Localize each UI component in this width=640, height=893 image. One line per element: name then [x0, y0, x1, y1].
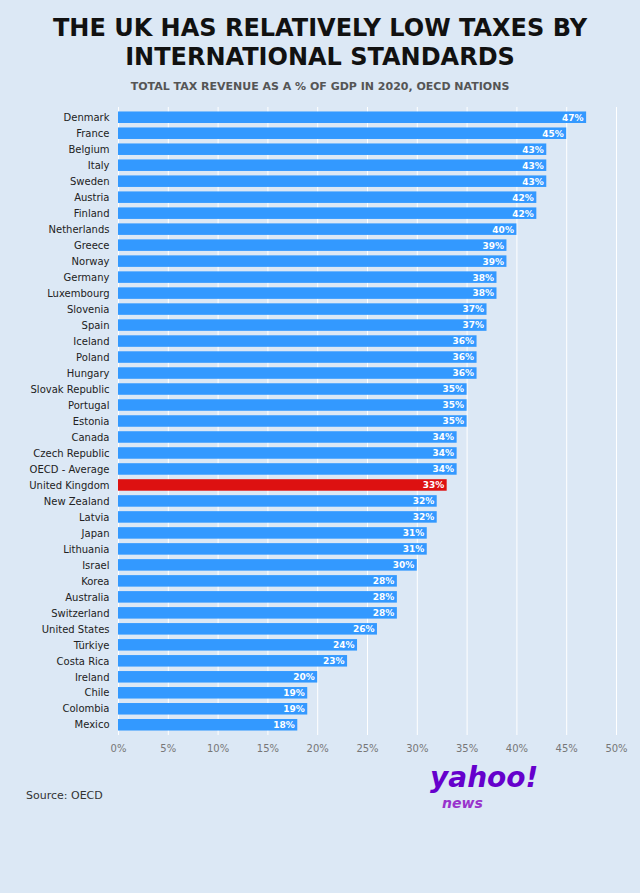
svg-text:32%: 32%: [413, 512, 435, 522]
svg-text:Israel: Israel: [82, 559, 109, 570]
svg-text:36%: 36%: [453, 352, 475, 362]
svg-text:Colombia: Colombia: [63, 703, 110, 714]
svg-text:Slovak Republic: Slovak Republic: [31, 383, 110, 394]
svg-text:0%: 0%: [111, 742, 127, 753]
svg-text:Chile: Chile: [84, 687, 109, 698]
svg-text:36%: 36%: [453, 368, 475, 378]
svg-text:35%: 35%: [443, 384, 465, 394]
svg-text:45%: 45%: [542, 128, 564, 138]
svg-text:Portugal: Portugal: [68, 399, 109, 410]
svg-text:35%: 35%: [443, 416, 465, 426]
svg-text:Finland: Finland: [74, 207, 110, 218]
svg-text:38%: 38%: [472, 288, 494, 298]
svg-text:31%: 31%: [403, 544, 425, 554]
svg-text:28%: 28%: [373, 608, 395, 618]
svg-text:34%: 34%: [433, 432, 455, 442]
svg-text:39%: 39%: [482, 256, 504, 266]
svg-text:36%: 36%: [453, 336, 475, 346]
svg-text:Poland: Poland: [76, 351, 109, 362]
svg-text:United Kingdom: United Kingdom: [29, 479, 109, 490]
svg-text:Greece: Greece: [74, 239, 110, 250]
svg-text:Hungary: Hungary: [67, 367, 110, 378]
html-text:Source: OECD: Source: OECD: [26, 788, 103, 802]
svg-text:24%: 24%: [333, 640, 355, 650]
svg-text:15%: 15%: [257, 742, 279, 753]
svg-text:33%: 33%: [423, 480, 445, 490]
svg-text:United States: United States: [42, 623, 110, 634]
svg-text:Netherlands: Netherlands: [49, 223, 110, 234]
svg-text:Japan: Japan: [81, 527, 110, 538]
svg-text:Latvia: Latvia: [79, 511, 109, 522]
svg-text:20%: 20%: [293, 672, 315, 682]
svg-text:5%: 5%: [160, 742, 176, 753]
svg-text:30%: 30%: [393, 560, 415, 570]
svg-text:Ireland: Ireland: [75, 671, 110, 682]
svg-text:19%: 19%: [283, 704, 305, 714]
svg-text:19%: 19%: [283, 688, 305, 698]
html-text:news: news: [442, 794, 483, 811]
svg-text:37%: 37%: [462, 304, 484, 314]
svg-text:34%: 34%: [433, 448, 455, 458]
svg-text:Lithuania: Lithuania: [63, 543, 109, 554]
svg-text:30%: 30%: [406, 742, 428, 753]
svg-text:Türkiye: Türkiye: [73, 639, 110, 650]
svg-text:Mexico: Mexico: [75, 719, 110, 730]
svg-text:Belgium: Belgium: [69, 144, 110, 155]
html-text:TOTAL TAX REVENUE AS A % OF GD: TOTAL TAX REVENUE AS A % OF GDP IN 2020,…: [130, 79, 510, 93]
svg-text:25%: 25%: [356, 742, 378, 753]
svg-text:50%: 50%: [605, 742, 627, 753]
svg-text:34%: 34%: [433, 464, 455, 474]
html-text:yahoo!: yahoo!: [430, 760, 539, 794]
svg-text:Czech Republic: Czech Republic: [33, 447, 109, 458]
svg-text:38%: 38%: [472, 272, 494, 282]
svg-text:Germany: Germany: [64, 271, 110, 282]
svg-text:Canada: Canada: [71, 431, 109, 442]
svg-text:32%: 32%: [413, 496, 435, 506]
svg-text:43%: 43%: [522, 144, 544, 154]
svg-text:43%: 43%: [522, 176, 544, 186]
svg-text:Slovenia: Slovenia: [67, 303, 110, 314]
svg-text:42%: 42%: [512, 192, 534, 202]
svg-text:28%: 28%: [373, 576, 395, 586]
svg-text:35%: 35%: [456, 742, 478, 753]
svg-text:New Zealand: New Zealand: [44, 495, 110, 506]
svg-text:Estonia: Estonia: [73, 415, 110, 426]
svg-text:Denmark: Denmark: [64, 112, 110, 123]
svg-text:23%: 23%: [323, 656, 345, 666]
svg-text:Italy: Italy: [88, 159, 110, 170]
svg-text:39%: 39%: [482, 240, 504, 250]
svg-text:35%: 35%: [443, 400, 465, 410]
svg-text:40%: 40%: [506, 742, 528, 753]
svg-text:40%: 40%: [492, 224, 514, 234]
svg-text:18%: 18%: [273, 720, 295, 730]
svg-text:Australia: Australia: [65, 591, 109, 602]
svg-text:43%: 43%: [522, 160, 544, 170]
svg-text:28%: 28%: [373, 592, 395, 602]
svg-text:Switzerland: Switzerland: [51, 607, 109, 618]
svg-text:20%: 20%: [307, 742, 329, 753]
svg-text:France: France: [76, 128, 109, 139]
svg-text:45%: 45%: [556, 742, 578, 753]
svg-text:Norway: Norway: [72, 255, 110, 266]
svg-text:Costa Rica: Costa Rica: [57, 655, 110, 666]
svg-text:47%: 47%: [562, 112, 584, 122]
svg-text:37%: 37%: [462, 320, 484, 330]
svg-text:Iceland: Iceland: [73, 335, 109, 346]
svg-text:Austria: Austria: [74, 191, 109, 202]
svg-text:Sweden: Sweden: [70, 175, 110, 186]
html-text:THE UK HAS RELATIVELY LOW TAXE: THE UK HAS RELATIVELY LOW TAXES BY INTER…: [53, 14, 587, 71]
svg-text:Korea: Korea: [81, 575, 109, 586]
svg-text:Luxembourg: Luxembourg: [47, 287, 109, 298]
svg-text:26%: 26%: [353, 624, 375, 634]
svg-text:10%: 10%: [207, 742, 229, 753]
svg-text:OECD - Average: OECD - Average: [30, 463, 110, 474]
svg-text:42%: 42%: [512, 208, 534, 218]
svg-text:Spain: Spain: [82, 319, 110, 330]
svg-text:31%: 31%: [403, 528, 425, 538]
